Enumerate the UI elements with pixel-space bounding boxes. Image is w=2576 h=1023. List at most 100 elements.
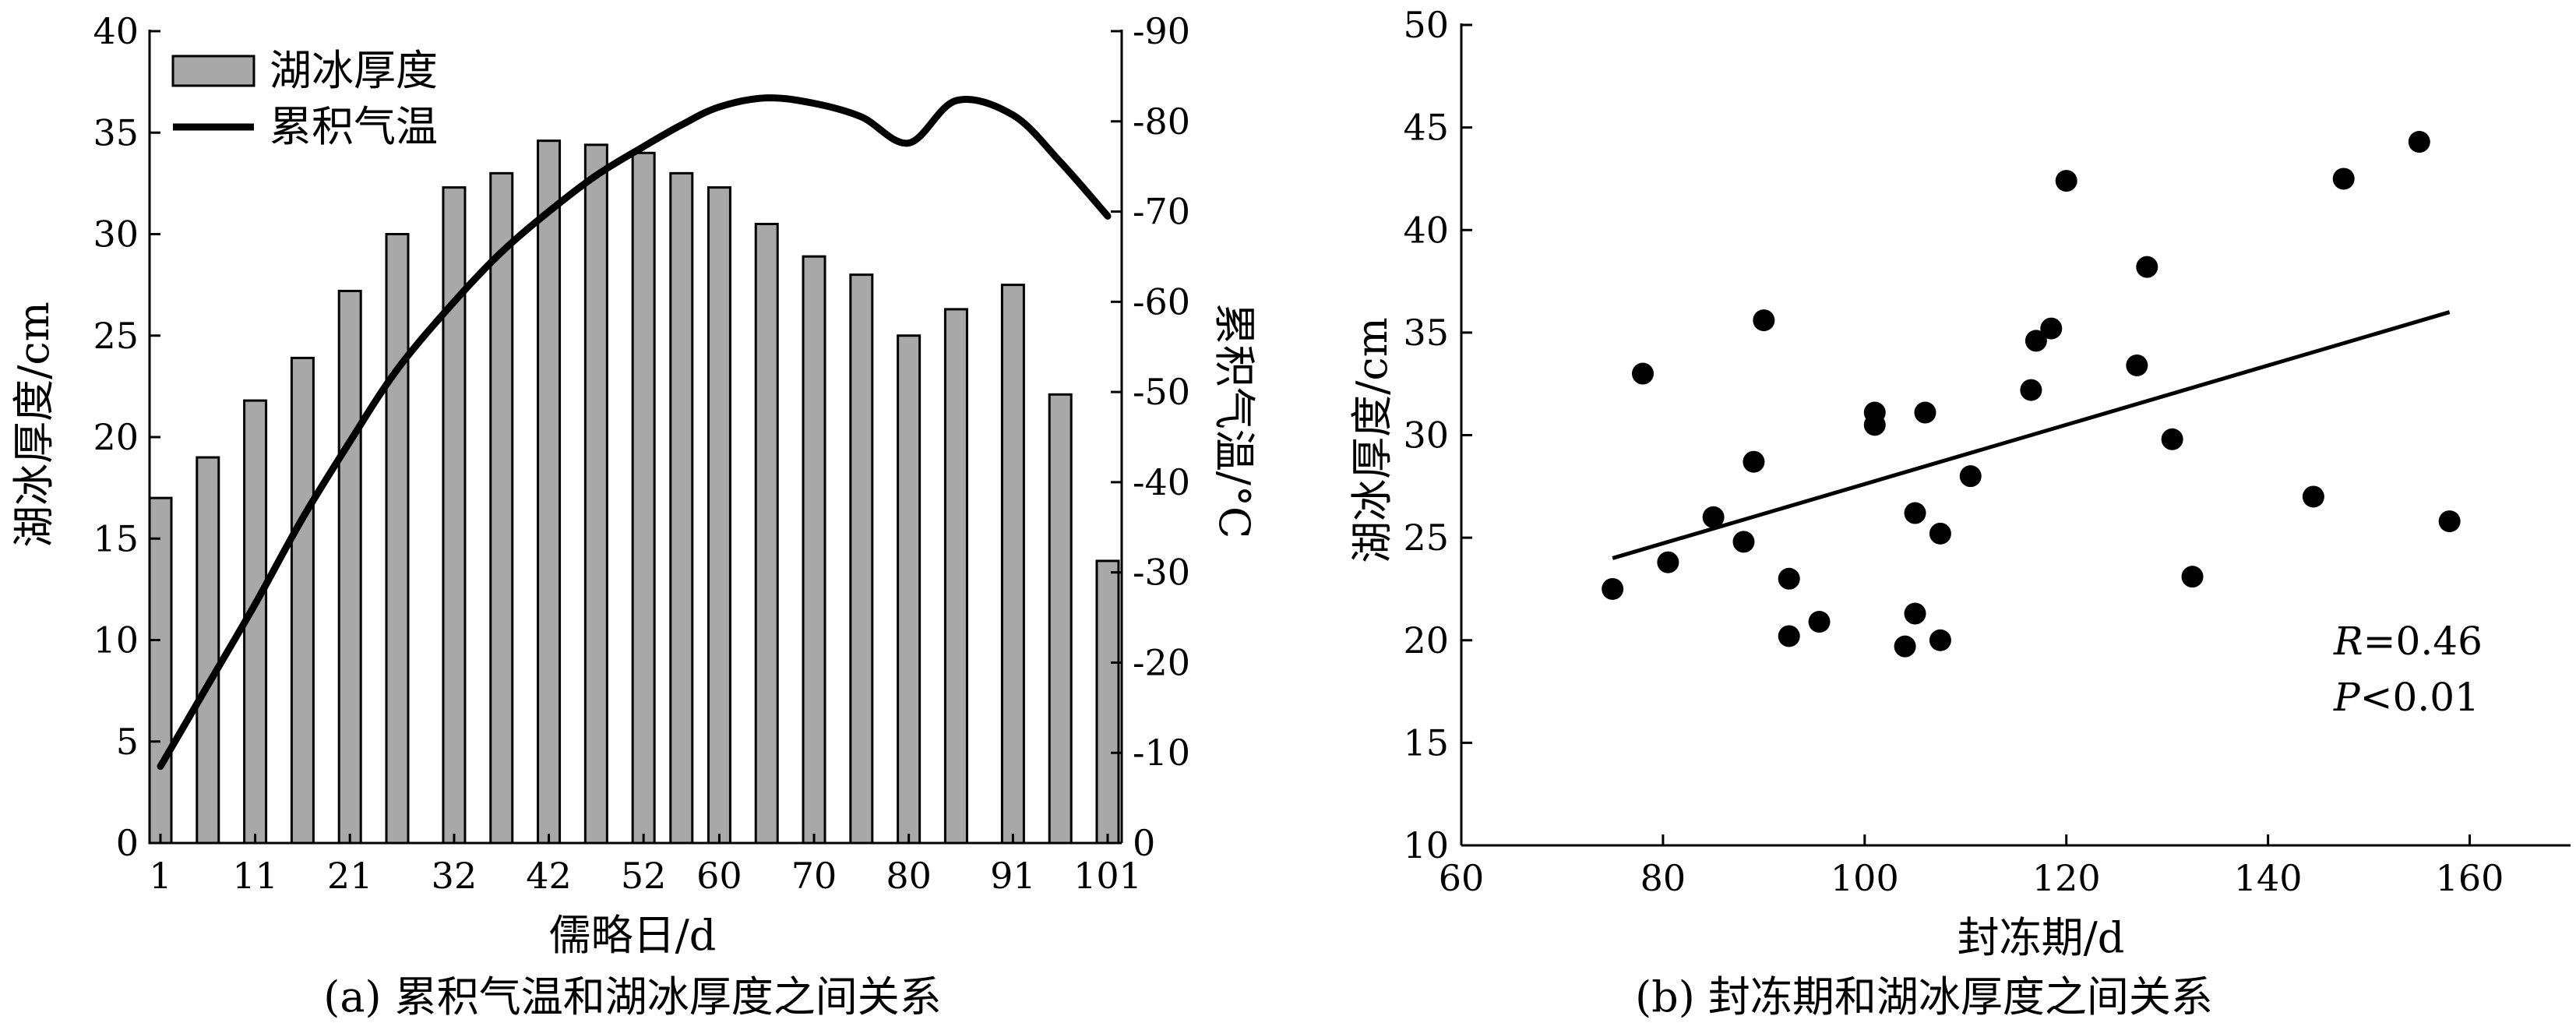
a-ice-thickness-bar: [897, 334, 922, 845]
b-y-tick-label: 10: [1403, 824, 1449, 866]
b-y-tick-labels: 10 15 20 25 30 35 40 45 50: [1403, 4, 1449, 866]
a-y-tick-label: 5: [116, 721, 139, 763]
a-ice-thickness-bar: [385, 233, 410, 845]
b-data-point: [1904, 502, 1926, 524]
b-data-point: [1929, 522, 1951, 545]
a-ice-thickness-bar: [442, 186, 467, 845]
a-caption: (a) 累积气温和湖冰厚度之间关系: [323, 972, 942, 1021]
a-y-right-tick-label: -50: [1133, 371, 1190, 413]
b-data-point: [2332, 168, 2355, 190]
a-right-tick-labels: 0 -10 -20 -30 -40 -50 -60 -70 -80 -90: [1133, 10, 1190, 864]
b-y-tick-label: 45: [1403, 107, 1449, 149]
b-data-point: [2020, 379, 2042, 401]
b-x-tick-label: 100: [1831, 857, 1899, 899]
a-y-axis-title: 湖冰厚度/cm: [9, 302, 58, 548]
a-ice-thickness-bar: [148, 496, 173, 845]
b-y-tick-label: 15: [1403, 721, 1449, 764]
a-ice-thickness-bar: [943, 308, 968, 845]
legend-bar-label: 湖冰厚度: [270, 46, 438, 95]
b-regression-line: [1612, 310, 2451, 560]
a-y-tick-label: 0: [116, 822, 139, 864]
b-data-point: [1657, 551, 1679, 573]
b-data-point: [2161, 428, 2183, 450]
b-data-point: [2055, 170, 2077, 192]
b-x-tick-label: 60: [1439, 857, 1485, 899]
a-x-tick-label: 21: [327, 855, 373, 897]
a-x-tick-label: 11: [232, 855, 278, 897]
b-y-tick-label: 30: [1403, 414, 1449, 457]
a-y-right-tick-label: -70: [1133, 191, 1190, 233]
b-data-point: [2181, 566, 2204, 588]
b-axes: [1460, 23, 2571, 847]
legend-bar-swatch: [171, 55, 255, 87]
b-data-point: [1632, 362, 1654, 385]
a-x-tick-label: 60: [696, 855, 742, 897]
a-y-right-tick-label: -10: [1133, 732, 1190, 774]
a-y-tick-label: 35: [93, 111, 139, 153]
legend-line-label: 累积气温: [270, 102, 438, 151]
panel-b-scatter-chart: 10 15 20 25 30 35 40 45 50 60 80 100 120 140 160 R=0.…: [1348, 4, 2571, 1021]
b-data-point: [1602, 577, 1624, 600]
a-cumulative-temperature-line: [157, 94, 1112, 771]
b-y-tick-label: 50: [1403, 4, 1449, 46]
a-y-tick-label: 20: [93, 416, 139, 458]
a-y-right-tick-label: -40: [1133, 461, 1190, 503]
b-data-point: [2408, 131, 2430, 153]
b-x-tick-label: 120: [2032, 857, 2101, 899]
a-y-tick-label: 30: [93, 213, 139, 256]
a-x-tick-label: 1: [149, 855, 171, 897]
b-data-point: [2302, 485, 2324, 508]
b-data-point: [1808, 611, 1831, 633]
a-x-tick-label: 80: [886, 855, 932, 897]
b-x-tick-labels: 60 80 100 120 140 160: [1439, 857, 2504, 899]
a-x-axis-title: 儒略日/d: [549, 911, 717, 960]
b-data-point: [2136, 256, 2158, 278]
panel-a-bar-line-chart: 0 5 10 15 20 25 30 35 40 0 -10 -20 -30 -40 -50 -60 -70 -…: [9, 10, 1259, 1021]
a-axes: [148, 30, 1123, 845]
b-data-point: [1894, 635, 1916, 658]
a-ice-thickness-bar: [1048, 393, 1073, 845]
a-y-tick-label: 10: [93, 619, 139, 661]
b-y-tick-label: 35: [1403, 312, 1449, 354]
b-data-point: [2025, 330, 2047, 352]
b-x-tick-label: 80: [1640, 857, 1686, 899]
a-y-tick-label: 15: [93, 517, 139, 559]
a-ice-thickness-bar: [196, 456, 220, 845]
b-data-point: [1753, 309, 1775, 332]
a-y-tick-label: 40: [93, 10, 139, 52]
a-ice-thickness-bar: [290, 356, 315, 845]
b-x-tick-label: 160: [2436, 857, 2504, 899]
b-data-point: [1959, 465, 1982, 488]
b-data-point: [2040, 317, 2063, 340]
a-ice-thickness-bar: [489, 171, 514, 845]
b-y-tick-label: 25: [1403, 517, 1449, 559]
a-x-tick-label: 52: [621, 855, 667, 897]
a-ice-thickness-bar: [1000, 284, 1025, 845]
a-legend: 湖冰厚度 累积气温: [171, 46, 438, 151]
b-y-axis-title: 湖冰厚度/cm: [1348, 317, 1397, 563]
a-ice-thickness-bar: [337, 289, 362, 845]
b-y-tick-label: 20: [1403, 619, 1449, 661]
a-y-right-tick-label: 0: [1133, 822, 1155, 864]
a-ice-thickness-bar: [583, 143, 608, 845]
a-x-tick-label: 91: [990, 855, 1036, 897]
a-x-tick-label: 32: [432, 855, 477, 897]
stat-r: R=0.46: [2333, 619, 2483, 664]
a-ice-thickness-bar: [754, 222, 779, 845]
b-caption: (b) 封冻期和湖冰厚度之间关系: [1635, 972, 2213, 1021]
a-ice-thickness-bar: [802, 255, 826, 845]
b-data-point: [1914, 401, 1936, 424]
b-y-tick-label: 40: [1403, 209, 1449, 251]
stat-p: P<0.01: [2333, 675, 2479, 720]
a-x-tick-labels: 1 11 21 32 42 52 60 70 80 91 101: [149, 855, 1142, 897]
a-ice-thickness-bar: [707, 186, 731, 845]
b-x-tick-label: 140: [2234, 857, 2303, 899]
b-data-point: [2126, 354, 2148, 376]
a-ice-thickness-bar: [1095, 559, 1120, 845]
a-x-tick-label: 101: [1073, 855, 1142, 897]
b-x-axis-title: 封冻期/d: [1958, 913, 2125, 962]
b-data-point: [1732, 531, 1755, 553]
a-ice-thickness-bar: [631, 151, 656, 845]
a-left-tick-labels: 0 5 10 15 20 25 30 35 40: [93, 10, 139, 864]
